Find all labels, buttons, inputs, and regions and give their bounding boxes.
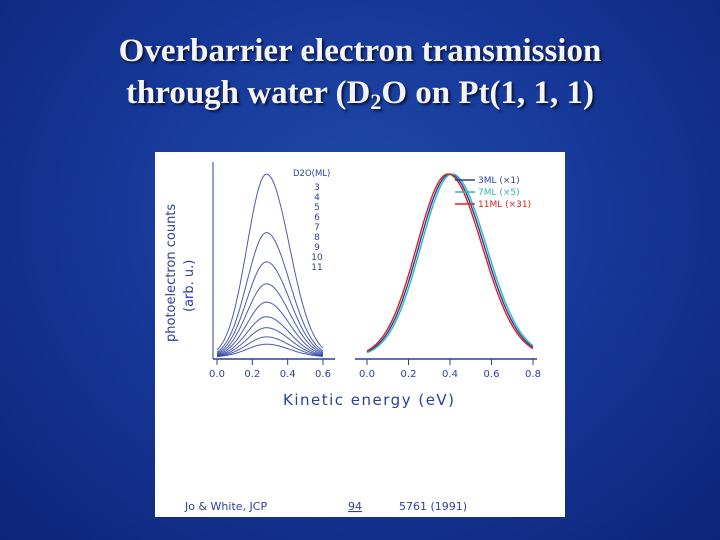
right-chart-legend-label: 3ML (×1) xyxy=(478,176,520,186)
left-chart-curve xyxy=(216,232,324,353)
right-chart-legend: 3ML (×1) 7ML (×5) 11ML (×31) xyxy=(455,176,531,210)
x-axis-label: Kinetic energy (eV) xyxy=(283,391,456,409)
left-chart-curve xyxy=(216,261,324,354)
title-line-1: Overbarrier electron transmission xyxy=(118,33,602,69)
left-chart-legend-item: 7 xyxy=(314,223,320,233)
right-chart-x-ticks: 0.0 0.2 0.4 0.6 0.8 xyxy=(359,359,541,380)
left-chart-curve xyxy=(216,343,324,357)
left-chart-curves xyxy=(216,173,324,357)
right-chart-curve xyxy=(366,173,534,352)
citation-pages: 5761 (1991) xyxy=(399,500,467,513)
right-chart-tick-label: 0.2 xyxy=(401,369,417,380)
left-chart-tick-label: 0.0 xyxy=(209,369,225,380)
left-chart-tick-label: 0.2 xyxy=(244,369,260,380)
left-chart-curve xyxy=(216,316,324,356)
figure-panel: 0.0 0.2 0.4 0.6 photoelectron counts (arb. … xyxy=(155,152,565,517)
right-chart: 0.0 0.2 0.4 0.6 0.8 3ML (×1) 7ML (×5) 11ML (×3… xyxy=(355,173,541,380)
title-line-2: through water (D2O on Pt(1, 1, 1) xyxy=(0,72,720,123)
left-chart-curve xyxy=(216,336,324,357)
citation-authors: Jo & White, JCP xyxy=(184,500,267,513)
left-chart-curve xyxy=(216,173,324,351)
left-chart-legend-item: 4 xyxy=(314,193,320,203)
left-chart-legend-title: D2O(ML) xyxy=(293,169,330,179)
left-chart-legend-item: 11 xyxy=(311,263,322,273)
right-chart-legend-label: 7ML (×5) xyxy=(478,188,520,198)
left-chart-curve xyxy=(216,283,324,355)
right-chart-tick-label: 0.0 xyxy=(359,369,375,380)
left-chart-curve xyxy=(216,327,324,357)
left-chart-curve xyxy=(216,301,324,356)
left-chart-legend-item: 3 xyxy=(314,183,320,193)
left-chart-x-ticks: 0.0 0.2 0.4 0.6 xyxy=(209,359,331,380)
left-chart-legend-item: 6 xyxy=(314,213,320,223)
figure-svg: 0.0 0.2 0.4 0.6 photoelectron counts (arb. … xyxy=(164,162,541,513)
left-chart-legend-item: 8 xyxy=(314,233,320,243)
title-line-2-prefix: through water (D xyxy=(125,75,371,111)
left-chart-legend-item: 5 xyxy=(314,203,320,213)
left-chart-ylabel-unit: (arb. u.) xyxy=(182,260,197,312)
right-chart-tick-label: 0.8 xyxy=(525,369,541,380)
slide-title: Overbarrier electron transmission throug… xyxy=(0,30,720,123)
left-chart-legend-item: 9 xyxy=(314,243,320,253)
title-line-2-suffix: O on Pt(1, 1, 1) xyxy=(381,75,595,111)
left-chart: 0.0 0.2 0.4 0.6 photoelectron counts (arb. … xyxy=(164,162,335,380)
left-chart-tick-label: 0.4 xyxy=(280,369,296,380)
left-chart-ylabel: photoelectron counts xyxy=(164,204,179,342)
citation: Jo & White, JCP 94 5761 (1991) xyxy=(184,500,467,513)
right-chart-tick-label: 0.4 xyxy=(442,369,458,380)
left-chart-legend-item: 10 xyxy=(311,253,323,263)
title-line-2-subscript: 2 xyxy=(370,89,382,114)
citation-volume: 94 xyxy=(348,500,362,513)
right-chart-curves xyxy=(366,173,534,354)
right-chart-legend-label: 11ML (×31) xyxy=(478,200,531,210)
left-chart-tick-label: 0.6 xyxy=(315,369,331,380)
right-chart-tick-label: 0.6 xyxy=(484,369,500,380)
